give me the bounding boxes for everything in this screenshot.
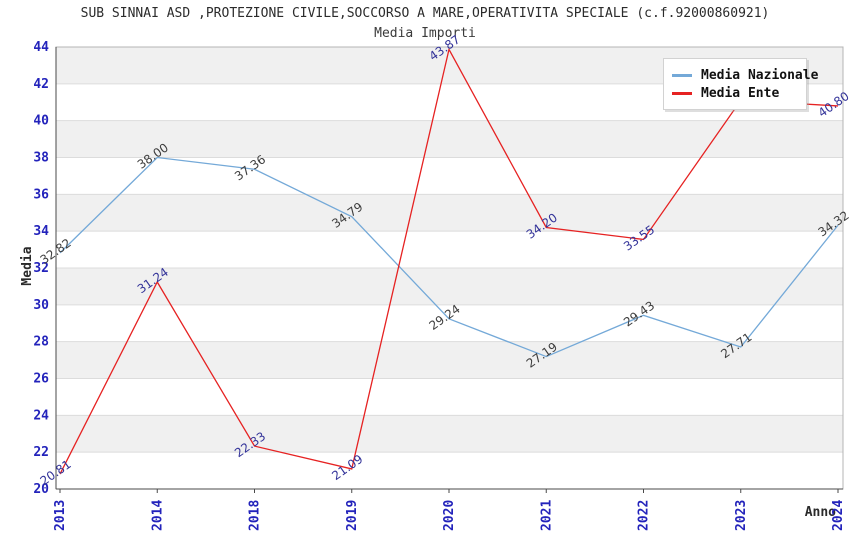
y-tick-label: 26 [33, 372, 49, 387]
y-tick-label: 28 [33, 335, 49, 350]
chart-title: SUB SINNAI ASD ,PROTEZIONE CIVILE,SOCCOR… [80, 6, 770, 21]
y-tick-label: 34 [33, 224, 49, 239]
plot-band [56, 341, 843, 379]
y-tick-label: 40 [33, 114, 49, 129]
value-label: 40.80 [816, 89, 850, 120]
x-tick-label: 2023 [734, 500, 749, 531]
y-tick-label: 22 [33, 445, 49, 460]
value-label: 29.24 [427, 302, 463, 333]
y-tick-label: 44 [33, 40, 49, 55]
legend-item-media-ente: Media Ente [672, 85, 798, 101]
x-tick-label: 2013 [53, 500, 68, 531]
value-label: 21.09 [329, 452, 365, 483]
y-tick-label: 20 [33, 482, 49, 497]
legend-label-media-ente: Media Ente [701, 85, 780, 101]
x-tick-label: 2022 [637, 500, 652, 531]
plot-band [56, 194, 843, 232]
x-tick-label: 2014 [150, 500, 165, 531]
y-tick-label: 24 [33, 408, 49, 423]
legend-item-media-nazionale: Media Nazionale [672, 67, 818, 83]
x-tick-label: 2018 [248, 500, 263, 531]
legend: Media Nazionale Media Ente [663, 58, 818, 110]
y-tick-label: 30 [33, 298, 49, 313]
legend-label-media-nazionale: Media Nazionale [701, 67, 819, 83]
x-tick-label: 2019 [345, 500, 360, 531]
legend-swatch-media-nazionale-line [672, 73, 692, 77]
plot-band [56, 120, 843, 158]
series-line-media-ente [59, 47, 839, 475]
plot-band [56, 415, 843, 453]
y-tick-label: 42 [33, 77, 49, 92]
chart-subtitle: Media Importi [374, 26, 476, 41]
x-tick-label: 2021 [539, 500, 554, 531]
y-tick-label: 36 [33, 187, 49, 202]
y-tick-label: 38 [33, 151, 49, 166]
x-tick-label: 2020 [442, 500, 457, 531]
x-axis-title: Anno [804, 505, 836, 520]
legend-swatch-media-ente-line [672, 91, 692, 95]
series-line-media-nazionale [59, 156, 839, 358]
plot-band [56, 268, 843, 305]
y-tick-label: 32 [33, 261, 49, 276]
x-tick-label: 2024 [831, 500, 846, 531]
